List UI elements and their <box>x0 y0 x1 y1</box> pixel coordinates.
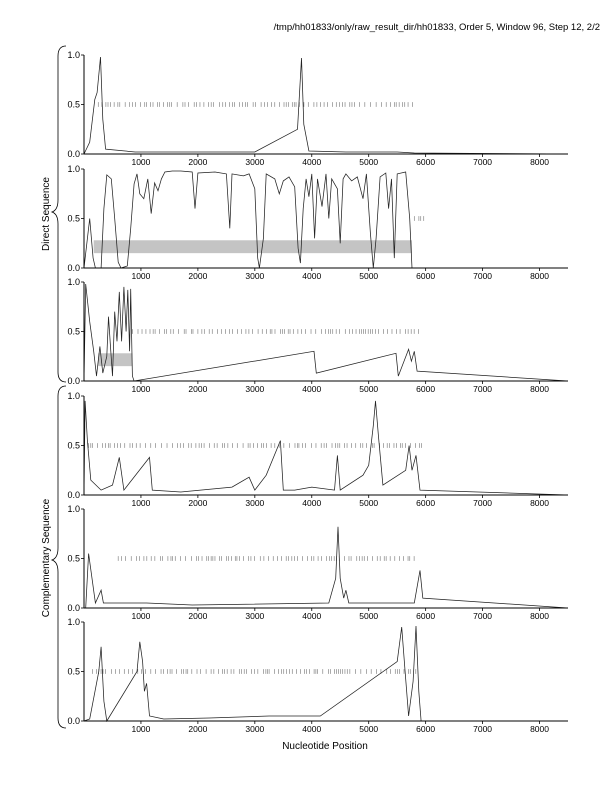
y-tick-label: 0.5 <box>67 327 80 337</box>
x-tick-label: 1000 <box>131 271 150 281</box>
y-tick-label: 0.0 <box>67 263 80 273</box>
y-tick-label: 1.0 <box>67 504 80 514</box>
x-tick-label: 2000 <box>188 157 207 167</box>
y-tick-label: 0.0 <box>67 716 80 726</box>
x-tick-label: 4000 <box>302 271 321 281</box>
y-tick-label: 1.0 <box>67 164 80 174</box>
x-tick-label: 3000 <box>245 271 264 281</box>
x-tick-label: 5000 <box>359 271 378 281</box>
y-tick-label: 1.0 <box>67 617 80 627</box>
x-tick-label: 8000 <box>530 384 549 394</box>
x-tick-label: 3000 <box>245 724 264 734</box>
y-tick-label: 1.0 <box>67 391 80 401</box>
y-tick-label: 0.5 <box>67 667 80 677</box>
complementary-sequence-brace <box>50 385 67 729</box>
series-line <box>83 625 568 723</box>
x-tick-label: 7000 <box>473 271 492 281</box>
x-tick-label: 5000 <box>359 384 378 394</box>
x-tick-label: 7000 <box>473 498 492 508</box>
x-tick-label: 3000 <box>245 157 264 167</box>
x-tick-label: 6000 <box>416 498 435 508</box>
tick-marks-row <box>117 556 415 561</box>
x-tick-label: 1000 <box>131 157 150 167</box>
series-line <box>84 526 569 609</box>
x-tick-label: 3000 <box>245 611 264 621</box>
direct-sequence-label: Direct Sequence <box>41 177 52 251</box>
tick-marks-row <box>132 329 419 334</box>
panel-6: 0.0 0.5 1.0 1000 2000 3000 4000 5000 6000 7000 800… <box>67 617 568 734</box>
x-tick-label: 8000 <box>530 724 549 734</box>
series-line <box>83 400 569 496</box>
y-tick-label: 0.5 <box>67 100 80 110</box>
x-tick-label: 5000 <box>359 157 378 167</box>
panel-2: 0.0 0.5 1.0 1000 2000 3000 4000 5000 6000 7000 800… <box>67 164 568 281</box>
x-tick-label: 7000 <box>473 157 492 167</box>
x-tick-label: 6000 <box>416 157 435 167</box>
x-tick-label: 6000 <box>416 611 435 621</box>
x-tick-label: 6000 <box>416 271 435 281</box>
x-tick-label: 4000 <box>302 384 321 394</box>
y-tick-label: 0.5 <box>67 441 80 451</box>
tick-marks-row <box>88 443 422 448</box>
x-tick-label: 8000 <box>530 157 549 167</box>
series-line <box>83 283 569 382</box>
y-tick-label: 0.0 <box>67 149 80 159</box>
y-tick-label: 0.5 <box>67 554 80 564</box>
x-tick-label: 7000 <box>473 611 492 621</box>
panel-3: 0.0 0.5 1.0 1000 2000 3000 4000 5000 6000 7000 800… <box>67 277 569 394</box>
x-tick-label: 5000 <box>359 498 378 508</box>
x-tick-label: 5000 <box>359 611 378 621</box>
x-tick-label: 1000 <box>131 384 150 394</box>
x-tick-label: 1000 <box>131 611 150 621</box>
direct-sequence-brace <box>50 45 67 383</box>
panel-1: 0.0 0.5 1.0 1000 2000 3000 4000 5000 6000 7000 800… <box>67 50 569 167</box>
chart-panels: 0.0 0.5 1.0 1000 2000 3000 4000 5000 6000 7000 800… <box>67 50 569 734</box>
y-tick-label: 0.0 <box>67 603 80 613</box>
tick-marks-row <box>413 216 425 221</box>
x-axis-label: Nucleotide Position <box>282 741 368 752</box>
x-tick-label: 5000 <box>359 724 378 734</box>
x-tick-label: 7000 <box>473 384 492 394</box>
x-tick-label: 8000 <box>530 611 549 621</box>
y-tick-label: 0.0 <box>67 376 80 386</box>
x-tick-label: 6000 <box>416 384 435 394</box>
complementary-sequence-label: Complementary Sequence <box>41 498 52 617</box>
highlight-band <box>98 353 133 367</box>
y-tick-label: 0.5 <box>67 214 80 224</box>
tick-marks-row <box>92 669 417 674</box>
page-title: /tmp/hh01833/only/raw_result_dir/hh01833… <box>273 22 600 33</box>
x-tick-label: 4000 <box>302 724 321 734</box>
x-tick-label: 6000 <box>416 724 435 734</box>
series-line <box>83 56 569 155</box>
x-tick-label: 3000 <box>245 384 264 394</box>
x-tick-label: 7000 <box>473 724 492 734</box>
highlight-band <box>93 240 412 254</box>
x-tick-label: 2000 <box>188 611 207 621</box>
x-tick-label: 2000 <box>188 271 207 281</box>
x-tick-label: 2000 <box>188 384 207 394</box>
y-tick-label: 1.0 <box>67 50 80 60</box>
x-tick-label: 4000 <box>302 498 321 508</box>
tick-marks-row <box>97 102 413 107</box>
x-tick-label: 2000 <box>188 498 207 508</box>
x-tick-label: 2000 <box>188 724 207 734</box>
x-tick-label: 1000 <box>131 498 150 508</box>
panel-5: 0.0 0.5 1.0 1000 2000 3000 4000 5000 6000 7000 800… <box>67 504 569 621</box>
x-tick-label: 8000 <box>530 498 549 508</box>
y-tick-label: 1.0 <box>67 277 80 287</box>
x-tick-label: 4000 <box>302 157 321 167</box>
y-tick-label: 0.0 <box>67 490 80 500</box>
x-tick-label: 1000 <box>131 724 150 734</box>
x-tick-label: 3000 <box>245 498 264 508</box>
panel-4: 0.0 0.5 1.0 1000 2000 3000 4000 5000 6000 7000 800… <box>67 391 569 508</box>
x-tick-label: 8000 <box>530 271 549 281</box>
series-line <box>83 170 568 269</box>
x-tick-label: 4000 <box>302 611 321 621</box>
